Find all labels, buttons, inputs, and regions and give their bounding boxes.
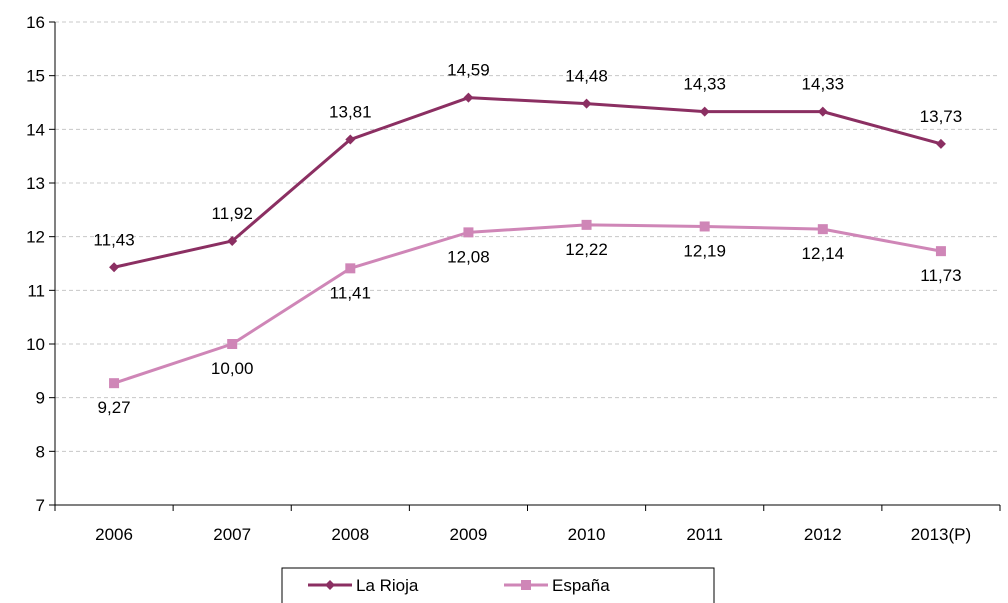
y-tick-label: 16 [26, 13, 45, 32]
y-tick-label: 15 [26, 67, 45, 86]
y-tick-label: 11 [27, 281, 45, 300]
data-point [699, 106, 710, 117]
y-tick-label: 8 [36, 442, 45, 461]
legend: La Rioja España [281, 567, 715, 603]
data-label: 13,73 [920, 107, 963, 126]
gridlines [55, 21, 1000, 452]
data-label: 11,43 [93, 230, 134, 249]
x-tick-label: 2008 [331, 525, 369, 544]
data-labels: 11,43 11,92 13,81 14,59 14,48 14,33 14,33 13,73… [93, 61, 962, 418]
legend-label: España [552, 576, 610, 595]
y-tick-label: 10 [26, 335, 45, 354]
y-tick-label: 9 [36, 389, 45, 408]
square-marker-icon [521, 580, 531, 590]
data-label: 9,27 [98, 398, 131, 417]
x-tick-label: 2013(P) [911, 525, 971, 544]
data-label: 10,00 [211, 359, 254, 378]
diamond-marker-icon [325, 580, 335, 590]
x-axis-ticks: 2006 2007 2008 2009 2010 2011 2012 2013(P) [54, 505, 1001, 544]
data-point [935, 246, 946, 257]
series-line-1 [113, 223, 942, 385]
x-tick-label: 2011 [686, 525, 723, 544]
data-point [463, 227, 474, 238]
y-tick-label: 14 [26, 120, 45, 139]
data-label: 11,92 [212, 204, 253, 223]
data-point [581, 98, 592, 109]
series-line-0 [113, 96, 942, 269]
x-tick-label: 2009 [450, 525, 488, 544]
data-point [345, 134, 356, 145]
x-tick-label: 2007 [213, 525, 251, 544]
data-point [109, 262, 120, 273]
data-point [935, 138, 946, 149]
axes [54, 22, 1000, 506]
data-label: 14,33 [683, 75, 726, 94]
x-tick-label: 2012 [804, 525, 842, 544]
data-point [109, 378, 120, 389]
data-label: 11,73 [920, 266, 961, 285]
data-label: 13,81 [329, 103, 372, 122]
data-label: 11,41 [330, 283, 371, 302]
series-group [109, 92, 946, 389]
y-axis-ticks: 7 8 9 10 11 12 13 14 15 16 [26, 13, 55, 515]
legend-box [281, 567, 715, 603]
data-point [817, 224, 828, 235]
data-label: 14,48 [565, 67, 608, 86]
legend-label: La Rioja [356, 576, 419, 595]
x-tick-label: 2010 [568, 525, 606, 544]
data-label: 12,08 [447, 247, 490, 266]
data-label: 12,19 [683, 241, 726, 260]
data-label: 12,22 [565, 240, 608, 259]
y-tick-label: 12 [26, 228, 45, 247]
data-point [581, 219, 592, 230]
y-tick-label: 7 [36, 496, 45, 515]
data-point [699, 221, 710, 232]
data-point [817, 106, 828, 117]
data-point [463, 92, 474, 103]
data-point [345, 263, 356, 274]
x-tick-label: 2006 [95, 525, 133, 544]
data-point [227, 235, 238, 246]
data-label: 14,59 [447, 61, 490, 80]
data-label: 12,14 [802, 244, 845, 263]
data-label: 14,33 [802, 75, 845, 94]
y-tick-label: 13 [26, 174, 45, 193]
data-point [227, 339, 238, 349]
